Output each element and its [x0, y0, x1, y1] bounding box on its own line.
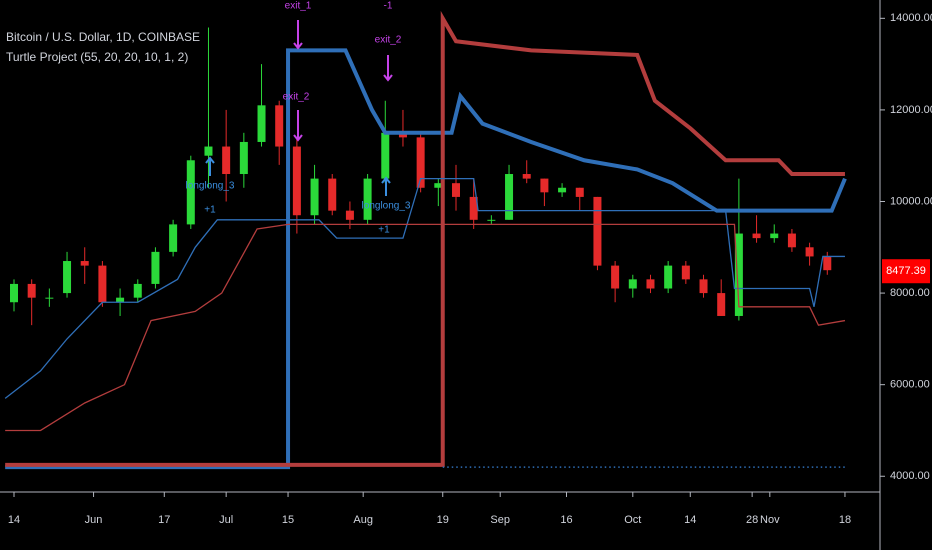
y-tick-label: 4000.00: [890, 470, 930, 482]
indicator-line: [5, 223, 846, 432]
candle-body: [398, 132, 407, 138]
last-price-box: [882, 259, 930, 284]
candle-body: [681, 265, 690, 280]
x-tick-label: 19: [437, 514, 449, 526]
signal-label: -1: [384, 1, 393, 12]
candle-body: [752, 233, 761, 239]
y-tick-label: 14000.00: [890, 12, 932, 24]
candle-body: [363, 178, 372, 220]
x-tick-label: 18: [839, 514, 851, 526]
candle-body: [45, 297, 54, 299]
indicator-title: Turtle Project (55, 20, 20, 10, 1, 2): [6, 50, 188, 64]
x-tick-label: 17: [158, 514, 170, 526]
signal-arrow: [293, 110, 303, 142]
candle-body: [381, 132, 390, 179]
x-tick-label: 15: [282, 514, 294, 526]
x-tick-label: Aug: [353, 514, 373, 526]
candle-body: [734, 233, 743, 316]
y-tick-label: 12000.00: [890, 104, 932, 116]
candle-body: [116, 297, 125, 303]
x-tick-label: Sep: [490, 514, 510, 526]
candle-body: [452, 183, 460, 197]
candle-body: [770, 233, 779, 239]
candle-body: [63, 261, 72, 294]
indicator-line: [5, 48, 847, 470]
candle-body: [257, 105, 266, 142]
y-tick-label: 10000.00: [890, 195, 932, 207]
candle-body: [646, 279, 655, 289]
x-tick-label: Oct: [624, 514, 641, 526]
candle-body: [222, 146, 231, 175]
candle-body: [98, 265, 107, 303]
candle-body: [487, 219, 496, 221]
x-tick-label: 14: [684, 514, 696, 526]
last-price-label: 8477.39: [886, 265, 926, 277]
candle-body: [823, 256, 832, 271]
candle-body: [575, 187, 584, 197]
signal-label: longlong_3: [362, 201, 411, 212]
signal-arrow: [293, 20, 303, 50]
candle-body: [239, 141, 248, 175]
x-tick-label: 28: [746, 514, 758, 526]
candle-body: [805, 247, 814, 257]
candle-body: [628, 279, 637, 289]
candle-body: [416, 137, 425, 188]
x-tick-label: 14: [8, 514, 20, 526]
signal-arrow: [381, 176, 391, 196]
candle-body: [80, 261, 89, 266]
indicator-line: [4, 177, 845, 399]
candle-body: [292, 146, 301, 216]
candle-body: [133, 283, 142, 298]
candle-body: [169, 224, 178, 252]
signal-label: longlong_3: [186, 181, 235, 192]
y-tick-label: 6000.00: [890, 379, 930, 391]
candle-body: [593, 196, 602, 266]
signal-label: exit_2: [283, 92, 310, 103]
candle-body: [522, 174, 531, 179]
candle-body: [787, 233, 796, 248]
candle-body: [540, 178, 549, 193]
candle-body: [699, 279, 708, 294]
candle-body: [310, 178, 319, 216]
candle-body: [717, 293, 726, 316]
candle-body: [469, 196, 478, 220]
signal-arrow: [383, 55, 393, 82]
signal-label: exit_1: [285, 1, 312, 12]
candle-body: [151, 251, 160, 284]
candle-body: [434, 183, 443, 188]
signal-label: exit_2: [375, 35, 402, 46]
chart-title: Bitcoin / U.S. Dollar, 1D, COINBASE: [6, 30, 200, 44]
candle-body: [558, 187, 567, 193]
candle-body: [10, 283, 18, 303]
candle-body: [186, 160, 195, 225]
indicator-line: [5, 10, 845, 467]
candle-body: [611, 265, 620, 289]
x-tick-label: Nov: [760, 514, 780, 526]
candle-body: [275, 105, 284, 147]
x-tick-label: 16: [560, 514, 572, 526]
x-tick-label: Jun: [85, 514, 103, 526]
x-tick-label: Jul: [219, 514, 233, 526]
candle-body: [27, 283, 36, 298]
signal-label: +1: [378, 225, 390, 236]
signal-arrow: [205, 156, 215, 176]
candle-body: [505, 174, 514, 220]
signal-label: +1: [204, 205, 216, 216]
candle-body: [345, 210, 354, 220]
candle-body: [328, 178, 337, 211]
candle-body: [664, 265, 673, 289]
y-tick-label: 8000.00: [890, 287, 930, 299]
candle-body: [204, 146, 213, 156]
